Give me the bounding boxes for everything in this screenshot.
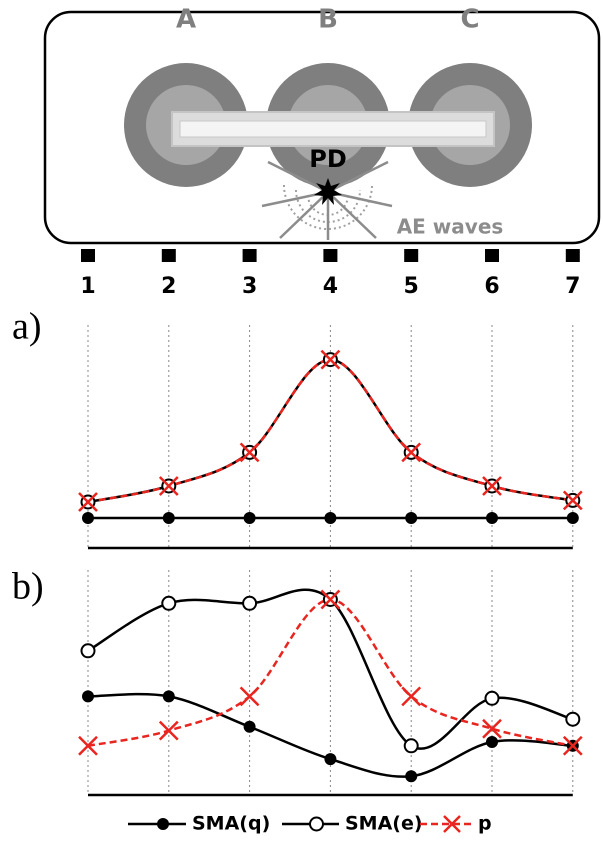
electrode-label: C [460,5,479,35]
point [562,490,583,511]
point [158,476,179,496]
point [78,492,98,512]
point [403,738,419,754]
point [243,720,256,733]
sensor [161,249,176,262]
electrode-label: B [318,5,338,35]
point [482,476,502,496]
sensor-label: 6 [484,274,499,299]
point [82,690,94,703]
sensor [404,249,419,262]
sensor-label: 5 [404,274,419,299]
point [158,720,179,741]
point [82,512,94,524]
point [482,718,502,739]
point [484,690,500,706]
sensor-label: 3 [242,274,257,299]
pd-label: PD [309,145,347,173]
legend-marker [157,818,169,830]
electrode-label: A [176,5,196,35]
sensor-label: 7 [565,274,580,299]
legend-label: SMA(q) [192,813,270,835]
point [80,643,96,659]
point [486,736,498,748]
point [486,512,498,524]
point [562,735,583,756]
point [320,349,341,370]
point [162,512,175,524]
point [405,770,418,783]
point [320,589,341,610]
point [401,442,422,463]
point [566,512,579,524]
sensor-label: 4 [323,274,338,299]
legend-label: SMA(e) [345,813,423,835]
point [162,690,175,703]
sensor [81,249,95,262]
panel-label: a) [12,306,42,348]
sensor [565,249,580,262]
point [161,595,177,611]
legend-label: p [478,813,492,835]
point [565,711,581,727]
point [401,686,422,707]
point [324,753,337,766]
point [242,595,258,611]
point [405,512,418,524]
legend-marker [309,816,324,832]
sensor [323,249,338,262]
point [78,735,98,756]
sensor-label: 1 [80,274,95,299]
point [239,686,260,707]
point [239,442,260,463]
sensor-label: 2 [161,274,176,299]
series-line [87,588,574,750]
rod-core [179,120,487,138]
sensor [242,249,257,262]
electrodes [124,63,532,187]
waves-label: AE waves [397,215,504,239]
pd-source [314,178,342,205]
sensor [485,249,499,262]
legend-marker [443,815,461,833]
panel-label: b) [12,566,44,608]
point [324,512,337,524]
point [243,512,256,524]
